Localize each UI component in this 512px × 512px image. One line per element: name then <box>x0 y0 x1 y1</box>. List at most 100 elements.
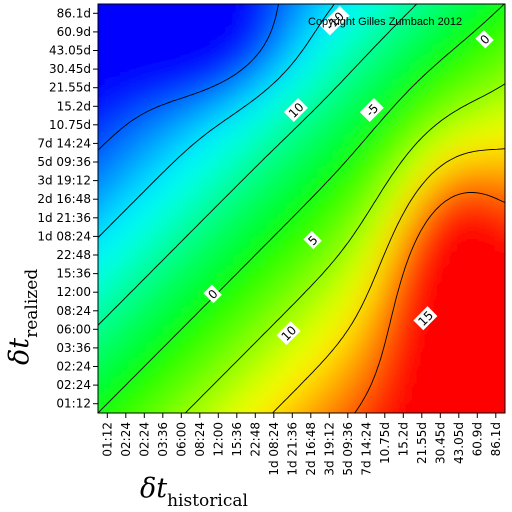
heatmap-cell <box>266 51 286 70</box>
heatmap-cell <box>458 156 477 175</box>
heatmap-cell <box>75 418 93 436</box>
heatmap-cell <box>492 156 505 175</box>
heatmap-cell <box>197 51 216 70</box>
heatmap-cell <box>353 225 373 245</box>
heatmap-cell <box>353 295 373 315</box>
heatmap-cell <box>440 4 460 18</box>
heatmap-cell <box>162 33 181 53</box>
heatmap-cell <box>353 33 373 53</box>
heatmap-cell <box>127 278 146 297</box>
heatmap-cell <box>440 365 460 385</box>
heatmap-cell <box>301 260 320 280</box>
heatmap-cell <box>144 225 164 245</box>
x-tick-label: 21.55d <box>415 422 429 464</box>
heatmap-cell <box>492 208 505 227</box>
heatmap-cell <box>440 383 460 402</box>
heatmap-cell <box>371 51 390 70</box>
heatmap-cell <box>162 173 181 193</box>
heatmap-cell <box>405 278 425 297</box>
heatmap-cell <box>162 51 181 70</box>
heatmap-cell <box>197 16 216 35</box>
heatmap-cell <box>353 330 373 350</box>
heatmap-cell <box>388 260 407 280</box>
heatmap-cell <box>127 225 146 245</box>
heatmap-cell <box>301 208 320 227</box>
heatmap-cell <box>249 400 268 413</box>
heatmap-cell <box>98 260 112 280</box>
heatmap-cell <box>423 138 442 158</box>
heatmap-cell <box>162 260 181 280</box>
heatmap-cell <box>475 243 494 262</box>
heatmap-cell <box>144 365 164 385</box>
heatmap-cell <box>197 121 216 140</box>
heatmap-cell <box>458 348 477 367</box>
heatmap-cell <box>475 121 494 140</box>
heatmap-cell <box>371 400 390 413</box>
heatmap-cell <box>127 103 146 123</box>
heatmap-cell <box>492 86 505 105</box>
heatmap-cell <box>266 103 286 123</box>
heatmap-cell <box>179 68 199 88</box>
heatmap-cell <box>301 400 320 413</box>
heatmap-cell <box>336 51 355 70</box>
heatmap-cell <box>98 348 112 367</box>
contour-label-bg <box>475 30 494 49</box>
heatmap-cell <box>266 225 286 245</box>
heatmap-cell <box>127 295 146 315</box>
heatmap-cell <box>110 68 129 88</box>
heatmap-cell <box>98 4 112 18</box>
heatmap-cell <box>301 295 320 315</box>
heatmap-cell <box>214 138 233 158</box>
heatmap-cell <box>179 383 199 402</box>
heatmap-cell <box>475 191 494 210</box>
y-axis-title: δtrealized <box>4 269 42 365</box>
heatmap-cell <box>423 243 442 262</box>
heatmap-cell <box>423 173 442 193</box>
heatmap-cell <box>110 383 129 402</box>
heatmap-cell <box>440 191 460 210</box>
heatmap-cell <box>249 103 268 123</box>
heatmap-cell <box>475 295 494 315</box>
x-tick-label: 60.9d <box>470 422 484 456</box>
heatmap-cell <box>127 16 146 35</box>
heatmap-cell <box>231 383 251 402</box>
heatmap-cell <box>284 225 303 245</box>
heatmap-cell <box>475 400 494 413</box>
heatmap-cell <box>249 86 268 105</box>
heatmap-cell <box>249 313 268 332</box>
x-tick-label: 02:24 <box>137 422 151 457</box>
x-tick-label: 1d 21:36 <box>285 422 299 476</box>
x-tick-label: 08:24 <box>193 422 207 457</box>
heatmap-cell <box>336 295 355 315</box>
heatmap-cell <box>318 260 338 280</box>
heatmap-cell <box>179 260 199 280</box>
heatmap-cell <box>284 243 303 262</box>
heatmap-cell <box>266 400 286 413</box>
heatmap-cell <box>388 225 407 245</box>
heatmap-cell <box>318 33 338 53</box>
heatmap-cell <box>179 348 199 367</box>
heatmap-cell <box>162 313 181 332</box>
heatmap-cell <box>371 4 390 18</box>
heatmap-cell <box>318 173 338 193</box>
heatmap-cells <box>75 4 505 436</box>
heatmap-cell <box>353 173 373 193</box>
heatmap-cell <box>231 33 251 53</box>
heatmap-cell <box>284 4 303 18</box>
y-axis-title-subscript: realized <box>22 269 42 338</box>
heatmap-cell <box>371 208 390 227</box>
heatmap-cell <box>179 330 199 350</box>
x-tick-label: 5d 09:36 <box>341 422 355 476</box>
heatmap-cell <box>231 191 251 210</box>
heatmap-cell <box>179 156 199 175</box>
heatmap-cell <box>318 138 338 158</box>
heatmap-cell <box>249 243 268 262</box>
heatmap-cell <box>214 400 233 413</box>
heatmap-cell <box>318 156 338 175</box>
heatmap-cell <box>388 383 407 402</box>
heatmap-cell <box>284 156 303 175</box>
contour-label: -5 <box>359 97 384 123</box>
contour-line--15 <box>98 4 279 151</box>
contour-line-10 <box>271 148 505 413</box>
heatmap-cell <box>405 400 425 413</box>
